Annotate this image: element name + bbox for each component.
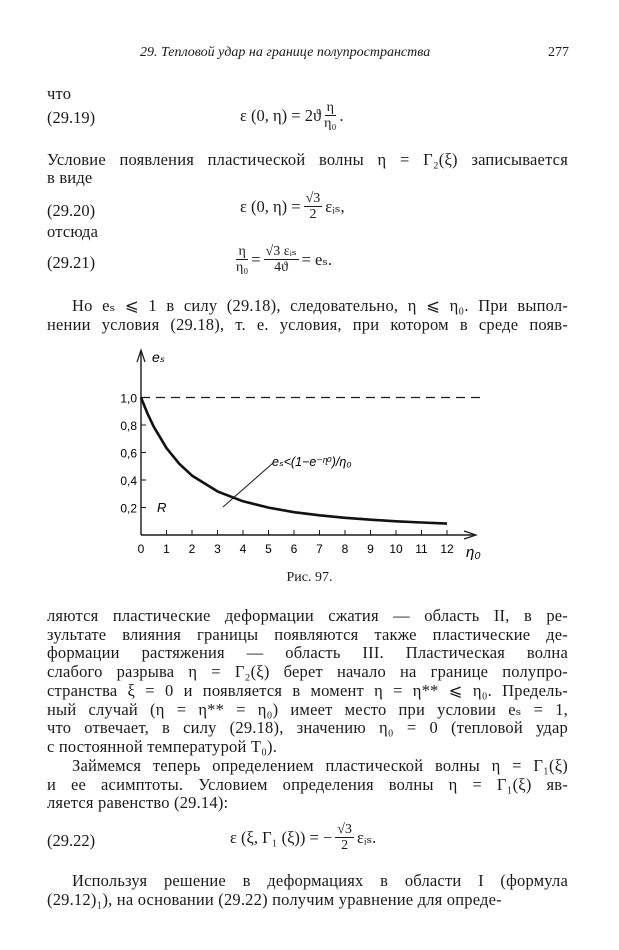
x-tick-label: 10 <box>389 542 403 556</box>
text-line: странства ξ = 0 и появляется в момент η … <box>47 680 568 700</box>
x-tick-label: 11 <box>415 542 428 556</box>
text-line: что отвечает, в силу (29.18), значению η… <box>47 718 568 738</box>
x-tick-label: 0 <box>138 542 145 556</box>
fraction: √3 2 <box>335 822 354 853</box>
x-axis-label: η₀ <box>466 544 481 561</box>
y-axis-arrow <box>136 348 146 363</box>
text-line: (29.12)₁), на основании (29.22) получим … <box>47 890 502 909</box>
text-line: Условие появления пластической волны η =… <box>47 150 568 169</box>
x-tick-label: 9 <box>367 542 374 556</box>
eq-tail: εᵢₛ. <box>356 827 377 847</box>
text-line: зультате влияния границы появляются такж… <box>47 624 568 644</box>
text-line: с постоянной температурой T₀). <box>47 736 278 756</box>
eq-number-29-22: (29.22) <box>47 831 96 850</box>
text-line: ляется равенство (29.14): <box>47 793 229 813</box>
text-line: и ее асимптоты. Условием определения вол… <box>47 774 568 794</box>
eq-lhs: ε (0, η) = 2ϑ <box>240 105 322 125</box>
eq-number-29-19: (29.19) <box>47 108 96 127</box>
series-curve <box>139 397 448 525</box>
equation-29-19: ε (0, η) = 2ϑ η η₀ . <box>240 100 343 131</box>
numerator: √3 <box>335 822 354 838</box>
x-axis-arrow <box>463 530 478 540</box>
x-tick-label: 4 <box>240 542 247 556</box>
chart-plot: eₛ η₀ R eₛ<(1−e⁻ᶯ⁰)/η₀ 0 1 2 3 4 5 6 7 8 9 10 11 120… <box>120 348 482 561</box>
x-tick-label: 12 <box>440 542 454 556</box>
eq-tail: = eₛ. <box>301 249 333 269</box>
text-that: что <box>47 84 72 103</box>
y-tick-label: 0,4 <box>120 474 137 488</box>
eq-lhs: ε (ξ, Γ₁ (ξ)) = − <box>230 827 333 847</box>
eq-number-29-21: (29.21) <box>47 253 96 272</box>
x-tick-label: 1 <box>163 542 170 556</box>
denominator: 2 <box>341 838 349 853</box>
numerator: √3 <box>303 191 323 207</box>
x-tick-label: 2 <box>189 542 196 556</box>
text-line: Но eₛ ⩽ 1 в силу (29.18), следовательно,… <box>72 296 568 315</box>
curve-label: eₛ<(1−e⁻ᶯ⁰)/η₀ <box>272 455 352 469</box>
numerator: √3 εᵢₛ <box>263 244 299 260</box>
eq-tail: εᵢₛ, <box>325 196 345 216</box>
eq-number-29-20: (29.20) <box>47 201 96 220</box>
y-axis-label: eₛ <box>152 349 165 365</box>
fraction: √3 2 <box>303 191 323 222</box>
page-number: 277 <box>548 45 569 60</box>
numerator: η <box>324 100 336 116</box>
y-tick-label: 0,8 <box>120 419 137 433</box>
x-tick-label: 7 <box>316 542 323 556</box>
figure-caption: Рис. 97. <box>286 570 333 585</box>
denominator: 2 <box>309 207 317 222</box>
numerator: η <box>236 244 248 260</box>
annotation-leader-line <box>222 462 274 508</box>
text-line: в виде <box>47 168 93 187</box>
x-tick-label: 8 <box>342 542 349 556</box>
equation-29-22: ε (ξ, Γ₁ (ξ)) = − √3 2 εᵢₛ. <box>230 822 376 853</box>
denominator: 4ϑ <box>274 260 289 275</box>
x-tick-label: 5 <box>265 542 272 556</box>
text-line: формации растяжения — область III. Пласт… <box>47 643 568 663</box>
text-line: ляются пластические деформации сжатия — … <box>47 606 568 625</box>
eq-equals: = <box>251 249 261 269</box>
region-label: R <box>157 500 166 515</box>
text-hence: отсюда <box>47 222 99 241</box>
text-line: слабого разрыва η = Γ₂(ξ) берет начало н… <box>47 662 568 682</box>
y-tick-label: 0,6 <box>120 447 137 461</box>
denominator: η₀ <box>324 116 337 131</box>
fraction: η η₀ <box>324 100 336 131</box>
fraction: √3 εᵢₛ 4ϑ <box>263 244 299 275</box>
eq-lhs: ε (0, η) = <box>240 196 301 216</box>
fraction: η η₀ <box>236 244 248 275</box>
x-tick-label: 3 <box>214 542 221 556</box>
figure-97-chart: eₛ η₀ R eₛ<(1−e⁻ᶯ⁰)/η₀ 0 1 2 3 4 5 6 7 8 9 10 11 120… <box>120 348 482 561</box>
x-tick-label: 6 <box>291 542 298 556</box>
text-line: ный случай (η = η** = η₀) имеет место пр… <box>47 699 568 719</box>
y-tick-label: 1,0 <box>120 392 137 406</box>
eq-tail: . <box>339 105 344 125</box>
text-line: Используя решение в деформациях в област… <box>72 871 568 890</box>
text-line: Займемся теперь определением пластическо… <box>72 756 568 775</box>
y-tick-label: 0,2 <box>120 502 137 516</box>
text-line: нении условия (29.18), т. е. условия, пр… <box>47 315 568 334</box>
denominator: η₀ <box>236 260 249 275</box>
running-title: 29. Тепловой удар на границе полупростра… <box>140 45 431 60</box>
equation-29-21: η η₀ = √3 εᵢₛ 4ϑ = eₛ. <box>233 244 332 275</box>
equation-29-20: ε (0, η) = √3 2 εᵢₛ, <box>240 191 345 222</box>
